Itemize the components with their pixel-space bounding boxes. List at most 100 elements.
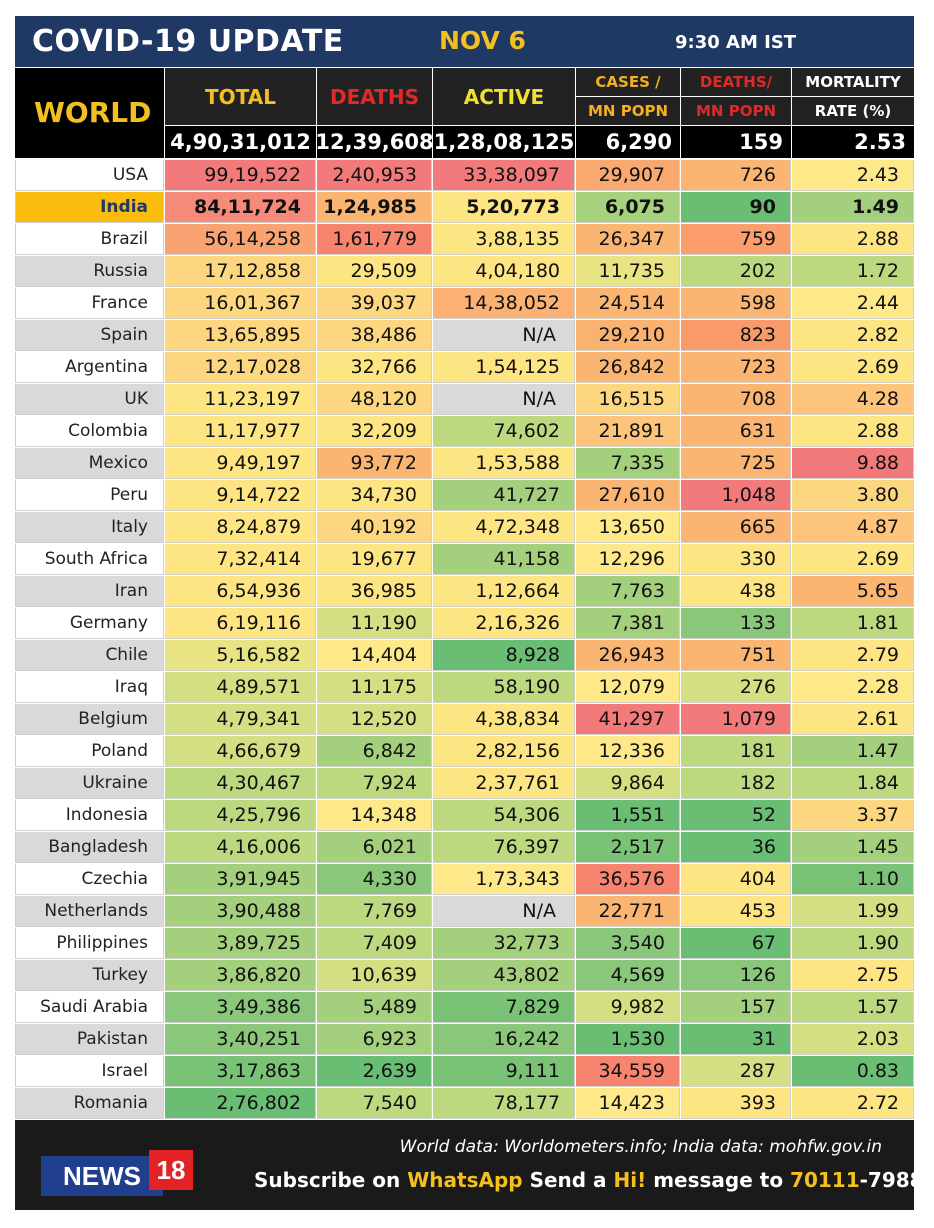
table-row: Israel 3,17,863 2,639 9,111 34,559 287 0.83 <box>15 1056 914 1087</box>
subscribe-text-1: Subscribe on <box>254 1168 408 1192</box>
table-cell: 2,517 <box>576 832 680 863</box>
table-cell: 4,330 <box>317 864 432 895</box>
table-cell: 11,190 <box>317 608 432 639</box>
table-cell: 438 <box>681 576 791 607</box>
covid-update-card: COVID-19 UPDATE NOV 6 9:30 AM IST WORLD … <box>15 16 934 1210</box>
table-cell: 2.75 <box>792 960 914 991</box>
column-header-0: TOTAL <box>165 68 316 125</box>
table-cell: 34,730 <box>317 480 432 511</box>
country-name: Germany <box>15 608 164 639</box>
column-header-1: DEATHS <box>317 68 432 125</box>
table-cell: 14,404 <box>317 640 432 671</box>
country-name: France <box>15 288 164 319</box>
table-row: Netherlands 3,90,488 7,769 N/A 22,771 453 1.99 <box>15 896 914 927</box>
table-cell: 2.82 <box>792 320 914 351</box>
table-cell: 13,650 <box>576 512 680 543</box>
table-cell: 9,49,197 <box>165 448 316 479</box>
table-cell: 11,735 <box>576 256 680 287</box>
table-cell: 13,65,895 <box>165 320 316 351</box>
page-title: COVID-19 UPDATE <box>32 24 344 59</box>
table-cell: 4,30,467 <box>165 768 316 799</box>
table-cell: N/A <box>433 320 575 351</box>
table-cell: 1.49 <box>792 192 914 223</box>
column-header-bottom-3: MN POPN <box>576 97 680 125</box>
table-cell: 2.44 <box>792 288 914 319</box>
table-cell: 16,515 <box>576 384 680 415</box>
table-cell: 2.03 <box>792 1024 914 1055</box>
table-cell: 287 <box>681 1056 791 1087</box>
table-row: Peru 9,14,722 34,730 41,727 27,610 1,048 3.80 <box>15 480 914 511</box>
table-row: Spain 13,65,895 38,486 N/A 29,210 823 2.82 <box>15 320 914 351</box>
table-row: Russia 17,12,858 29,509 4,04,180 11,735 202 1.… <box>15 256 914 287</box>
country-name: Spain <box>15 320 164 351</box>
table-cell: 9,111 <box>433 1056 575 1087</box>
table-cell: 1.72 <box>792 256 914 287</box>
table-cell: 7,540 <box>317 1088 432 1119</box>
table-cell: 726 <box>681 160 791 191</box>
table-cell: 6,923 <box>317 1024 432 1055</box>
data-source: World data: Worldometers.info; India dat… <box>399 1137 882 1157</box>
table-cell: 29,509 <box>317 256 432 287</box>
table-cell: 0.83 <box>792 1056 914 1087</box>
country-name: Russia <box>15 256 164 287</box>
country-name: Mexico <box>15 448 164 479</box>
table-cell: 78,177 <box>433 1088 575 1119</box>
table-cell: 2.69 <box>792 544 914 575</box>
table-cell: 12,17,028 <box>165 352 316 383</box>
country-name: Bangladesh <box>15 832 164 863</box>
table-cell: 12,336 <box>576 736 680 767</box>
table-cell: 5.65 <box>792 576 914 607</box>
table-cell: 1,24,985 <box>317 192 432 223</box>
table-cell: 21,891 <box>576 416 680 447</box>
table-cell: 3,49,386 <box>165 992 316 1023</box>
table-row: Indonesia 4,25,796 14,348 54,306 1,551 52 3.37 <box>15 800 914 831</box>
column-header-bottom-4: MN POPN <box>681 97 791 125</box>
table-cell: 7,32,414 <box>165 544 316 575</box>
country-name: Israel <box>15 1056 164 1087</box>
table-cell: 2.79 <box>792 640 914 671</box>
table-cell: 5,20,773 <box>433 192 575 223</box>
table-cell: 9,14,722 <box>165 480 316 511</box>
subscribe-text-3: message to <box>646 1168 791 1192</box>
table-cell: 1,12,664 <box>433 576 575 607</box>
table-cell: 1.84 <box>792 768 914 799</box>
table-cell: 4,38,834 <box>433 704 575 735</box>
table-row: India 84,11,724 1,24,985 5,20,773 6,075 90 1.4… <box>15 192 914 223</box>
table-cell: 7,335 <box>576 448 680 479</box>
table-cell: 58,190 <box>433 672 575 703</box>
table-row: Turkey 3,86,820 10,639 43,802 4,569 126 2.75 <box>15 960 914 991</box>
country-name: Iraq <box>15 672 164 703</box>
table-cell: 6,54,936 <box>165 576 316 607</box>
table-cell: 1.99 <box>792 896 914 927</box>
table-cell: 725 <box>681 448 791 479</box>
column-header-bottom-5: RATE (%) <box>792 97 914 125</box>
table-cell: 2.88 <box>792 224 914 255</box>
title-bar: COVID-19 UPDATE NOV 6 9:30 AM IST <box>15 16 914 67</box>
table-cell: 3,17,863 <box>165 1056 316 1087</box>
table-cell: 4,569 <box>576 960 680 991</box>
hi-text: Hi! <box>613 1168 647 1192</box>
country-name: Brazil <box>15 224 164 255</box>
table-cell: 2,639 <box>317 1056 432 1087</box>
table-cell: 4,16,006 <box>165 832 316 863</box>
country-name: UK <box>15 384 164 415</box>
table-cell: 2,16,326 <box>433 608 575 639</box>
country-name: India <box>15 192 164 223</box>
table-cell: 12,079 <box>576 672 680 703</box>
column-header-top-4: DEATHS/ <box>681 68 791 96</box>
table-cell: 39,037 <box>317 288 432 319</box>
table-cell: 9,864 <box>576 768 680 799</box>
table-cell: 453 <box>681 896 791 927</box>
country-name: Romania <box>15 1088 164 1119</box>
world-value-5: 2.53 <box>792 126 914 158</box>
table-cell: 10,639 <box>317 960 432 991</box>
table-cell: 16,01,367 <box>165 288 316 319</box>
country-name: South Africa <box>15 544 164 575</box>
table-cell: 1,73,343 <box>433 864 575 895</box>
country-name: Turkey <box>15 960 164 991</box>
table-cell: 99,19,522 <box>165 160 316 191</box>
table-cell: 598 <box>681 288 791 319</box>
table-cell: 8,928 <box>433 640 575 671</box>
table-cell: N/A <box>433 384 575 415</box>
table-cell: 84,11,724 <box>165 192 316 223</box>
